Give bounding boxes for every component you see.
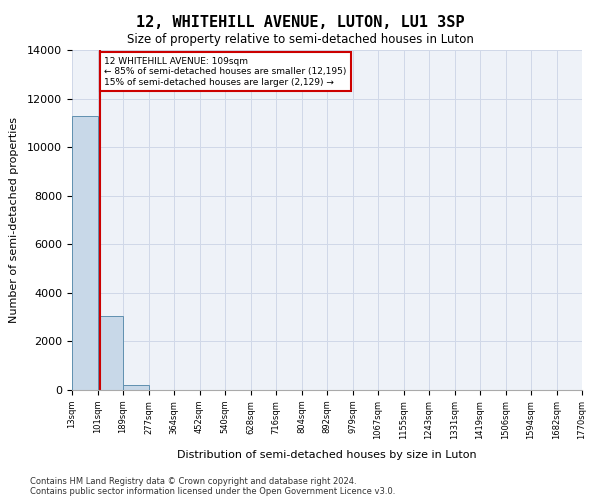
X-axis label: Distribution of semi-detached houses by size in Luton: Distribution of semi-detached houses by … [177,450,477,460]
Text: 12, WHITEHILL AVENUE, LUTON, LU1 3SP: 12, WHITEHILL AVENUE, LUTON, LU1 3SP [136,15,464,30]
Bar [72,116,97,390]
Bar [97,316,123,390]
Bar [123,385,149,390]
Text: Contains public sector information licensed under the Open Government Licence v3: Contains public sector information licen… [30,487,395,496]
Text: Contains HM Land Registry data © Crown copyright and database right 2024.: Contains HM Land Registry data © Crown c… [30,477,356,486]
Text: Size of property relative to semi-detached houses in Luton: Size of property relative to semi-detach… [127,32,473,46]
Text: 12 WHITEHILL AVENUE: 109sqm
← 85% of semi-detached houses are smaller (12,195)
1: 12 WHITEHILL AVENUE: 109sqm ← 85% of sem… [104,57,347,87]
Y-axis label: Number of semi-detached properties: Number of semi-detached properties [9,117,19,323]
